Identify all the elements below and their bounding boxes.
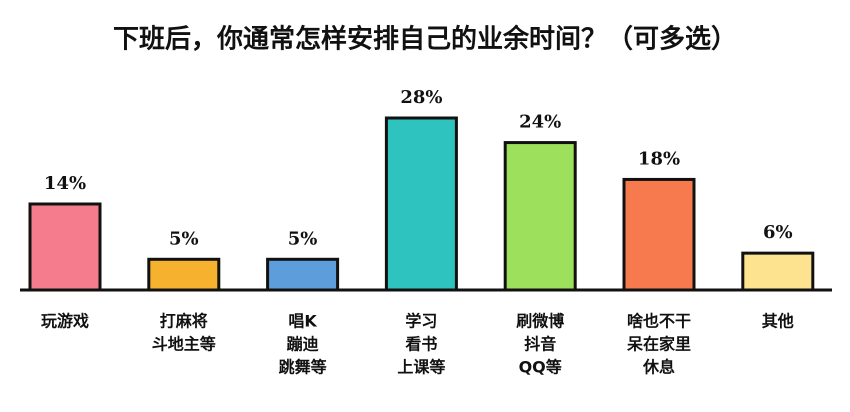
category-label: 跳舞等 bbox=[279, 358, 327, 377]
value-label: 18% bbox=[638, 148, 680, 169]
category-label: 刷微博 bbox=[516, 312, 564, 331]
bar bbox=[741, 251, 815, 292]
bar bbox=[147, 257, 221, 292]
chart-title: 下班后，你通常怎样安排自己的业余时间？（可多选） bbox=[113, 24, 737, 55]
category-label: 休息 bbox=[642, 358, 675, 377]
category-label: 其他 bbox=[762, 312, 794, 331]
value-label: 5% bbox=[288, 228, 318, 249]
value-label: 28% bbox=[400, 87, 442, 108]
bar bbox=[28, 202, 102, 292]
category-label: 学习 bbox=[405, 312, 437, 331]
category-label: 蹦迪 bbox=[287, 335, 319, 354]
category-label: 打麻将 bbox=[160, 312, 208, 331]
category-label: 呆在家里 bbox=[626, 335, 691, 354]
bar bbox=[503, 141, 577, 292]
bar bbox=[266, 257, 340, 292]
bar bbox=[622, 177, 696, 292]
category-label: 啥也不干 bbox=[627, 312, 691, 331]
category-label: 玩游戏 bbox=[41, 312, 89, 331]
category-label: QQ等 bbox=[519, 358, 562, 377]
category-label: 看书 bbox=[404, 335, 437, 354]
bar bbox=[384, 116, 458, 292]
category-label: 斗地主等 bbox=[152, 335, 216, 354]
value-label: 6% bbox=[763, 222, 793, 243]
value-label: 5% bbox=[169, 228, 199, 249]
value-label: 24% bbox=[519, 112, 561, 133]
category-label: 上课等 bbox=[397, 358, 445, 377]
category-label: 抖音 bbox=[524, 335, 556, 354]
value-label: 14% bbox=[44, 173, 86, 194]
category-label: 唱K bbox=[288, 312, 317, 331]
